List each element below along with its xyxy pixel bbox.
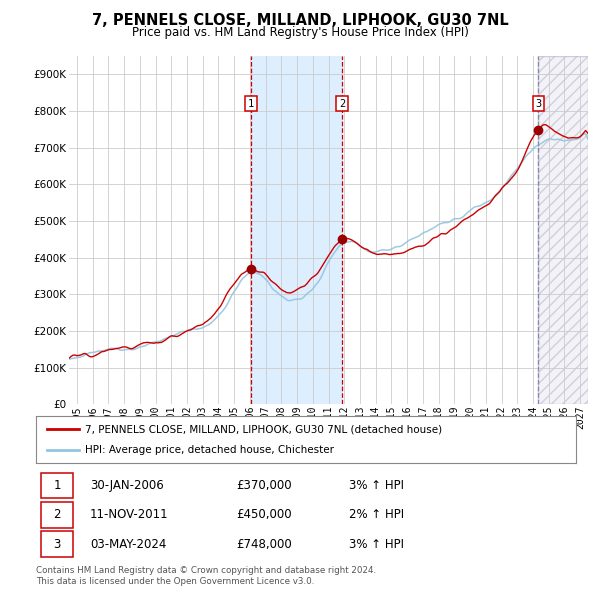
FancyBboxPatch shape bbox=[41, 502, 73, 527]
Text: £450,000: £450,000 bbox=[236, 508, 292, 522]
Text: 2: 2 bbox=[339, 99, 346, 109]
FancyBboxPatch shape bbox=[41, 531, 73, 557]
Text: 3% ↑ HPI: 3% ↑ HPI bbox=[349, 479, 404, 492]
Text: 30-JAN-2006: 30-JAN-2006 bbox=[90, 479, 164, 492]
Text: 1: 1 bbox=[248, 99, 254, 109]
Text: 3% ↑ HPI: 3% ↑ HPI bbox=[349, 537, 404, 550]
Text: Price paid vs. HM Land Registry's House Price Index (HPI): Price paid vs. HM Land Registry's House … bbox=[131, 26, 469, 39]
Text: 11-NOV-2011: 11-NOV-2011 bbox=[90, 508, 169, 522]
Text: 2: 2 bbox=[53, 508, 61, 522]
Text: 7, PENNELS CLOSE, MILLAND, LIPHOOK, GU30 7NL: 7, PENNELS CLOSE, MILLAND, LIPHOOK, GU30… bbox=[92, 13, 508, 28]
Text: HPI: Average price, detached house, Chichester: HPI: Average price, detached house, Chic… bbox=[85, 445, 334, 455]
FancyBboxPatch shape bbox=[41, 473, 73, 499]
Text: 03-MAY-2024: 03-MAY-2024 bbox=[90, 537, 166, 550]
Text: 3: 3 bbox=[535, 99, 541, 109]
Text: 2% ↑ HPI: 2% ↑ HPI bbox=[349, 508, 404, 522]
Text: Contains HM Land Registry data © Crown copyright and database right 2024.
This d: Contains HM Land Registry data © Crown c… bbox=[36, 566, 376, 586]
Text: 3: 3 bbox=[53, 537, 61, 550]
Text: £748,000: £748,000 bbox=[236, 537, 292, 550]
Bar bbox=[538, 56, 588, 404]
Text: £370,000: £370,000 bbox=[236, 479, 292, 492]
Bar bbox=[538, 56, 588, 404]
Text: 1: 1 bbox=[53, 479, 61, 492]
Text: 7, PENNELS CLOSE, MILLAND, LIPHOOK, GU30 7NL (detached house): 7, PENNELS CLOSE, MILLAND, LIPHOOK, GU30… bbox=[85, 424, 442, 434]
Bar bbox=[251, 56, 342, 404]
